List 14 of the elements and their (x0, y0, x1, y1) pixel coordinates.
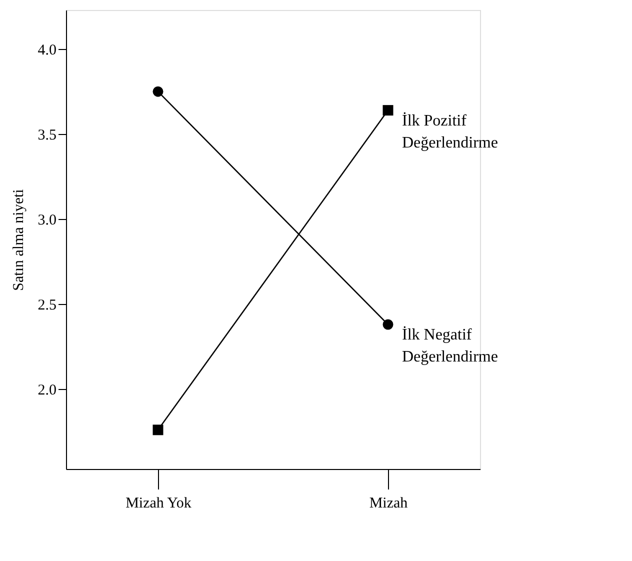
x-tick-label: Mizah (369, 496, 408, 512)
series-label: İlk Negatif Değerlendirme (402, 326, 498, 366)
y-tick-label: 2.5 (38, 298, 56, 314)
point (152, 86, 164, 97)
y-tick-label: 3.0 (38, 212, 56, 229)
x-tick-label: Mizah Yok (126, 496, 192, 512)
series-label: İlk Pozitif Değerlendirme (402, 111, 498, 152)
point (382, 105, 394, 116)
point (152, 424, 164, 436)
point (382, 319, 394, 330)
y-tick-label: 4.0 (38, 42, 56, 59)
y-axis-title: Satın alma niyeti (10, 189, 27, 291)
y-tick-label: 3.5 (38, 128, 56, 144)
y-tick-label: 2.0 (38, 382, 56, 399)
